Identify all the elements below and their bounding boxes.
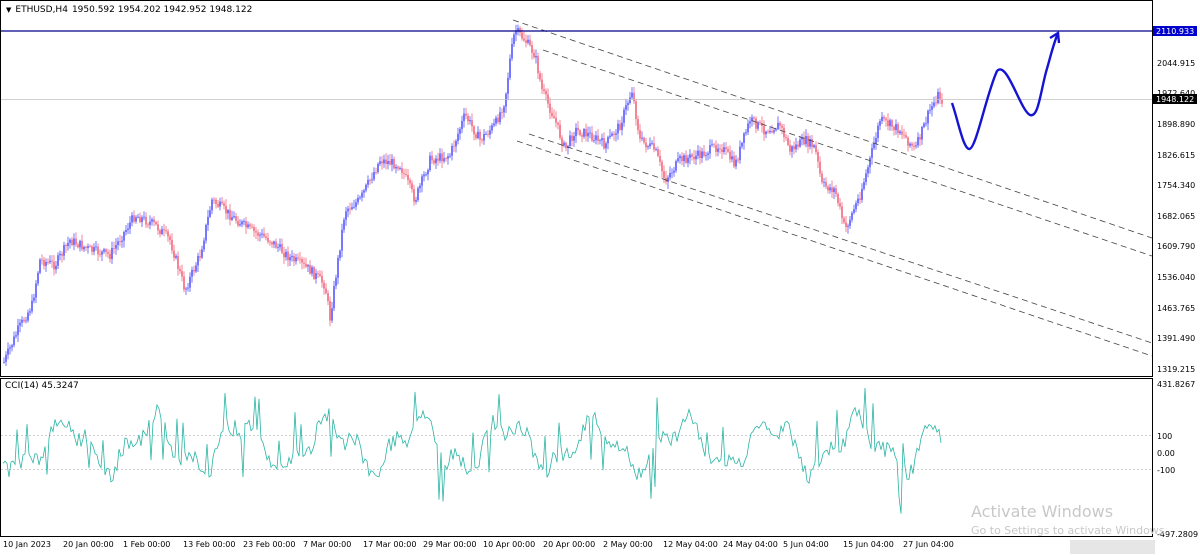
price-axis-label: 1536.040 (1157, 273, 1195, 282)
time-axis-label: 20 Jan 00:00 (63, 540, 114, 549)
current-price-label: 1948.122 (1156, 95, 1194, 104)
indicator-pane-frame (0, 378, 1153, 537)
price-axis: 2044.915 1972.640 1898.890 1826.615 1754.340… (1157, 59, 1195, 374)
time-axis-label: 10 Apr 00:00 (483, 540, 535, 549)
cci-scale-minus100: -100 (1157, 466, 1175, 475)
price-pane-frame (0, 0, 1153, 377)
time-axis-label: 20 Apr 00:00 (543, 540, 595, 549)
projection-arrowhead (1049, 30, 1061, 44)
cci-scale-100: 100 (1157, 432, 1172, 441)
chart-header: ▼ ETHUSD,H4 1950.592 1954.202 1942.952 1… (6, 5, 252, 15)
price-axis-label: 1754.340 (1157, 181, 1195, 190)
cci-scale-0: 0.00 (1157, 449, 1175, 458)
price-axis-label: 1463.765 (1157, 304, 1195, 313)
time-axis-label: 5 Jun 04:00 (783, 540, 829, 549)
time-axis-label: 24 May 04:00 (723, 540, 778, 549)
cci-indicator-label[interactable]: CCI(14) 45.3247 (5, 381, 79, 391)
ohlc-values: 1950.592 1954.202 1942.952 1948.122 (71, 5, 253, 15)
price-axis-label: 1898.890 (1157, 120, 1195, 129)
resistance-price-tag (1153, 26, 1197, 36)
horizontal-scroll-area[interactable] (1070, 540, 1155, 554)
cci-scale-max: 431.8267 (1157, 380, 1195, 389)
current-price-tag (1153, 94, 1197, 104)
price-axis-label: 2044.915 (1157, 59, 1195, 68)
trend-channel[interactable] (512, 19, 1153, 357)
projection-path[interactable] (950, 32, 1060, 151)
time-axis-label: 17 Mar 00:00 (363, 540, 416, 549)
time-axis-label: 29 Mar 00:00 (423, 540, 476, 549)
cci-line (2, 387, 942, 514)
time-axis-label: 12 May 04:00 (663, 540, 718, 549)
resistance-price-label: 2110.933 (1156, 27, 1194, 36)
price-axis-label: 1391.490 (1157, 334, 1195, 343)
symbol-label: ETHUSD,H4 (15, 5, 68, 15)
time-axis-label: 1 Feb 00:00 (123, 540, 170, 549)
price-candles (3, 24, 943, 366)
time-axis-label: 2 May 00:00 (603, 540, 653, 549)
price-axis-label: 1319.215 (1157, 365, 1195, 374)
time-axis-label: 13 Feb 00:00 (183, 540, 235, 549)
activate-windows-subtitle: Go to Settings to activate Windows. (971, 524, 1169, 537)
price-axis-label: 1972.640 (1157, 89, 1195, 98)
time-axis-label: 23 Feb 00:00 (243, 540, 295, 549)
dropdown-triangle-icon[interactable]: ▼ (6, 6, 12, 14)
activate-windows-title: Activate Windows (971, 502, 1114, 521)
price-axis-label: 1826.615 (1157, 151, 1195, 160)
time-axis-label: 27 Jun 04:00 (903, 540, 954, 549)
price-axis-label: 1682.065 (1157, 212, 1195, 221)
time-axis-label: 15 Jun 04:00 (843, 540, 894, 549)
cci-scale-min: -497.2809 (1157, 530, 1198, 539)
time-axis: 10 Jan 2023 20 Jan 00:00 1 Feb 00:00 13 Feb… (3, 540, 954, 549)
time-axis-label: 10 Jan 2023 (3, 540, 51, 549)
price-axis-label: 1609.790 (1157, 242, 1195, 251)
time-axis-label: 7 Mar 00:00 (303, 540, 351, 549)
